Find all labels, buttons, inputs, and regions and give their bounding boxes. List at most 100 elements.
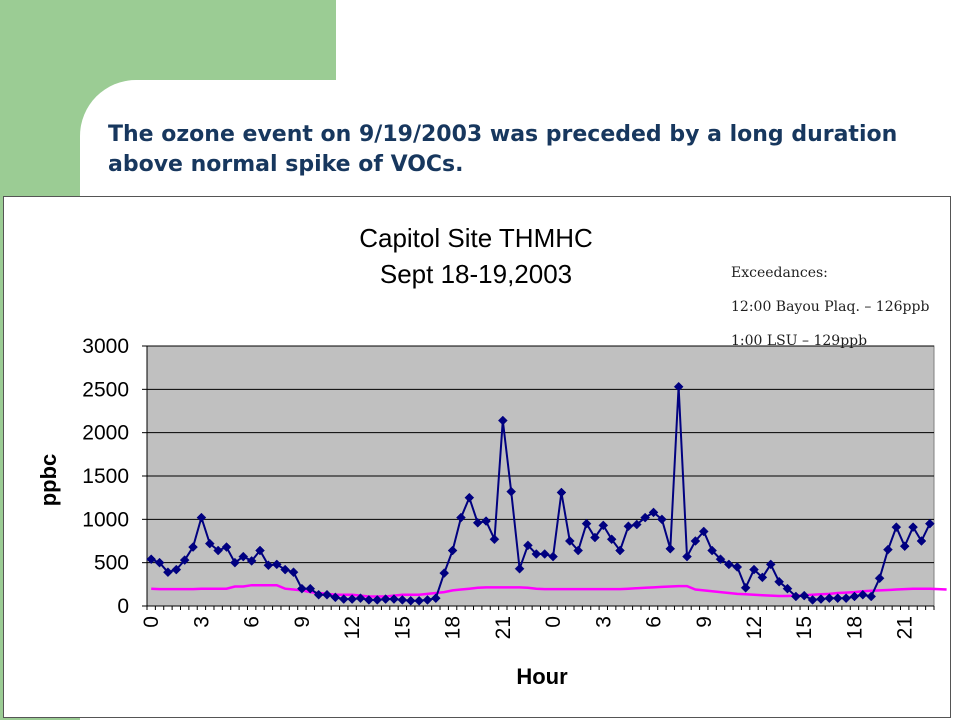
- y-tick-label: 1000: [82, 508, 129, 531]
- data-point: [908, 522, 918, 532]
- data-point: [715, 554, 726, 565]
- data-point: [556, 487, 567, 498]
- data-point: [615, 545, 625, 556]
- data-point: [221, 542, 232, 552]
- data-point: [146, 554, 157, 565]
- data-point: [581, 518, 592, 529]
- data-point: [430, 593, 441, 604]
- x-tick-label: 15: [391, 616, 414, 639]
- data-point: [347, 594, 357, 604]
- data-point: [590, 532, 600, 543]
- y-tick-label: 2000: [82, 422, 129, 445]
- y-tick-label: 500: [94, 552, 129, 575]
- data-point: [665, 543, 676, 554]
- data-point: [204, 538, 215, 549]
- data-point: [154, 557, 165, 568]
- data-point: [648, 507, 659, 518]
- data-point: [657, 514, 667, 525]
- annotation-line: 12:00 Bayou Plaq. – 126ppb: [731, 299, 930, 315]
- y-axis-label: ppbc: [36, 454, 61, 507]
- x-tick-label: 21: [492, 616, 515, 639]
- data-point: [523, 540, 533, 551]
- data-point: [305, 583, 316, 594]
- data-point: [606, 534, 617, 545]
- data-point: [631, 519, 642, 530]
- data-point: [288, 567, 299, 578]
- data-point: [422, 595, 433, 605]
- x-tick-label: 15: [793, 616, 816, 639]
- data-point: [673, 381, 684, 392]
- data-point: [389, 594, 399, 604]
- data-point: [322, 589, 332, 600]
- data-point: [263, 560, 274, 571]
- slide-title: The ozone event on 9/19/2003 was precede…: [108, 122, 898, 177]
- data-point: [230, 557, 240, 568]
- data-point: [171, 564, 182, 575]
- x-tick-label: 9: [693, 616, 716, 628]
- data-point: [497, 415, 508, 426]
- data-point: [514, 563, 525, 574]
- x-tick-label: 3: [190, 616, 213, 628]
- data-point: [439, 568, 450, 578]
- data-point: [749, 564, 759, 575]
- data-point: [196, 512, 207, 523]
- data-point: [163, 567, 173, 578]
- data-point: [598, 520, 609, 531]
- data-point: [364, 595, 374, 605]
- data-point: [690, 536, 701, 546]
- data-point: [330, 592, 341, 603]
- data-point: [623, 521, 634, 532]
- data-point: [380, 594, 391, 604]
- x-tick-label: 3: [592, 616, 615, 628]
- data-point: [757, 572, 768, 583]
- series-line-baseline: [151, 583, 947, 598]
- x-tick-label: 6: [241, 616, 264, 628]
- annotation-line: 1:00 LSU – 129ppb: [731, 333, 868, 349]
- data-point: [782, 583, 793, 594]
- data-point: [573, 545, 584, 556]
- data-point: [271, 559, 282, 570]
- data-point: [883, 544, 893, 555]
- data-point: [724, 559, 734, 570]
- data-point: [481, 516, 491, 526]
- data-point: [414, 595, 424, 606]
- data-point: [807, 595, 818, 605]
- x-tick-label: 21: [894, 616, 917, 639]
- y-tick-label: 2500: [82, 378, 129, 401]
- data-point: [313, 589, 324, 600]
- data-point: [213, 545, 224, 556]
- data-point: [824, 593, 835, 604]
- data-point: [816, 594, 826, 604]
- y-tick-label: 0: [117, 595, 129, 618]
- data-point: [456, 512, 466, 523]
- x-tick-label: 12: [341, 616, 364, 639]
- data-point: [297, 583, 307, 594]
- data-point: [238, 551, 249, 562]
- data-point: [774, 576, 784, 587]
- x-tick-label: 18: [843, 616, 866, 639]
- data-point: [246, 556, 257, 566]
- annotation-heading: Exceedances:: [731, 265, 828, 281]
- chart-subtitle: Sept 18-19,2003: [380, 259, 572, 289]
- data-point: [707, 545, 717, 556]
- data-point: [506, 486, 517, 497]
- data-point: [891, 522, 902, 532]
- data-point: [464, 492, 475, 503]
- x-axis-label: Hour: [516, 664, 568, 689]
- data-point: [397, 595, 408, 605]
- data-point: [372, 595, 383, 605]
- data-point: [740, 582, 751, 593]
- data-point: [849, 591, 860, 602]
- data-point: [916, 536, 927, 546]
- data-point: [899, 541, 910, 552]
- data-point: [866, 591, 877, 602]
- x-tick-label: 18: [442, 616, 465, 639]
- chart-title: Capitol Site THMHC: [359, 223, 593, 253]
- data-point: [841, 593, 851, 604]
- data-point: [255, 545, 265, 556]
- data-point: [765, 559, 776, 570]
- data-point: [405, 595, 416, 606]
- x-tick-label: 0: [140, 616, 163, 628]
- data-point: [682, 551, 692, 562]
